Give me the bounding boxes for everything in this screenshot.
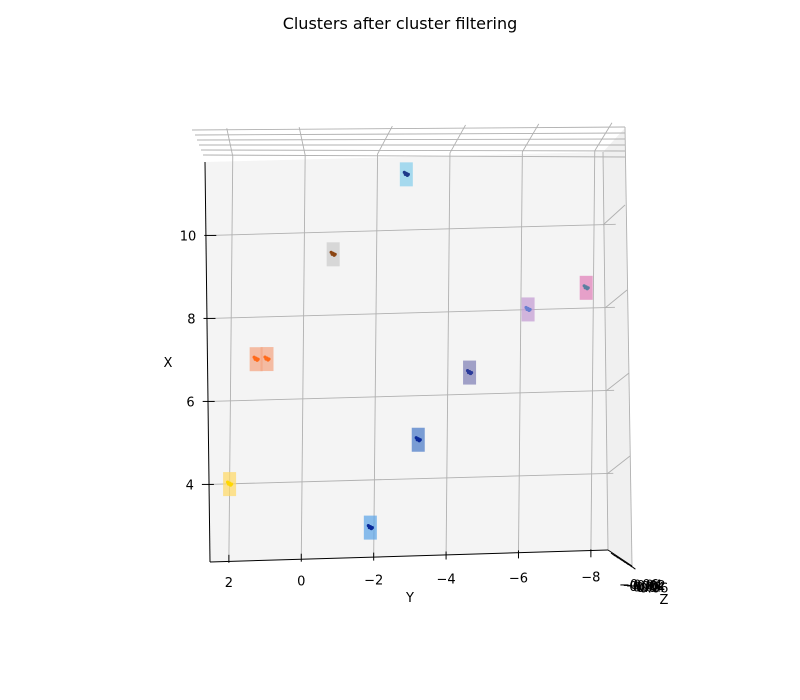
cluster-point bbox=[415, 438, 419, 442]
z-tick-mark bbox=[631, 565, 636, 570]
pane-edges bbox=[191, 126, 633, 567]
cluster-point bbox=[253, 357, 257, 361]
y-tick-label: 2 bbox=[225, 576, 233, 591]
cluster bbox=[463, 360, 477, 385]
gridline-vertical bbox=[590, 122, 613, 554]
z-axis-line bbox=[607, 549, 633, 567]
cluster-point bbox=[264, 357, 268, 361]
y-tick-label: −6 bbox=[509, 571, 528, 586]
gridline-horizontal bbox=[207, 472, 614, 485]
x-axis-line bbox=[204, 161, 211, 563]
cluster bbox=[579, 275, 593, 300]
z-tick-label: 0.00 bbox=[629, 580, 658, 595]
cluster bbox=[363, 515, 377, 540]
gridline-vertical bbox=[226, 128, 234, 559]
y-tick-label: 0 bbox=[297, 575, 305, 590]
gridline-horizontal bbox=[208, 389, 615, 402]
x-axis-label: X bbox=[164, 356, 173, 371]
z-tick-label: 0.06 bbox=[639, 582, 668, 597]
cluster-point bbox=[466, 370, 471, 375]
x-tick-label: 4 bbox=[186, 478, 194, 493]
gridlines bbox=[207, 122, 616, 559]
gridline-vertical bbox=[373, 125, 393, 557]
cluster bbox=[326, 242, 340, 267]
cluster-point bbox=[403, 172, 407, 176]
cluster bbox=[399, 162, 413, 187]
gridline-horizontal bbox=[210, 223, 616, 236]
chart-title: Clusters after cluster filtering bbox=[283, 14, 518, 33]
gridline-vertical bbox=[298, 127, 306, 558]
cluster bbox=[521, 297, 535, 322]
gridline-vertical bbox=[445, 124, 466, 556]
cluster bbox=[223, 472, 237, 497]
x-tick-label: 10 bbox=[180, 229, 197, 244]
z-tick-label: 0.02 bbox=[633, 580, 662, 595]
z-tick-label: 0.04 bbox=[636, 581, 665, 596]
axes bbox=[204, 161, 633, 567]
y-axis-label: Y bbox=[405, 591, 414, 606]
gridline-horizontal bbox=[209, 306, 615, 319]
z-tick-label: −0.04 bbox=[622, 579, 662, 594]
cluster-point bbox=[227, 482, 231, 486]
y-axis-ticks: 2 0 −2 −4 −6 −8 bbox=[225, 549, 600, 591]
y-tick-label: −8 bbox=[581, 570, 600, 585]
z-axis-label: Z bbox=[660, 593, 669, 608]
y-tick-label: −4 bbox=[436, 573, 455, 588]
back-pane bbox=[205, 152, 608, 562]
clusters bbox=[223, 162, 593, 540]
z-tick-label: −0.02 bbox=[626, 579, 666, 594]
y-tick-label: −2 bbox=[364, 574, 383, 589]
cluster-point bbox=[525, 307, 529, 312]
cluster-point bbox=[367, 526, 371, 530]
z-tick-label: −0.06 bbox=[619, 578, 659, 593]
cluster-point bbox=[583, 286, 587, 290]
cluster bbox=[260, 347, 274, 372]
cluster bbox=[249, 347, 263, 372]
x-axis-ticks: 4 6 8 10 bbox=[180, 229, 217, 493]
x-tick-label: 8 bbox=[187, 312, 195, 327]
cluster-point bbox=[330, 252, 334, 256]
cluster bbox=[411, 427, 425, 452]
z-axis-ticks: −0.06−0.04−0.020.000.020.040.06 bbox=[610, 552, 668, 597]
gridline-vertical bbox=[518, 123, 540, 555]
x-tick-label: 6 bbox=[186, 395, 194, 410]
y-axis-line bbox=[209, 549, 609, 563]
side-pane bbox=[603, 128, 632, 566]
